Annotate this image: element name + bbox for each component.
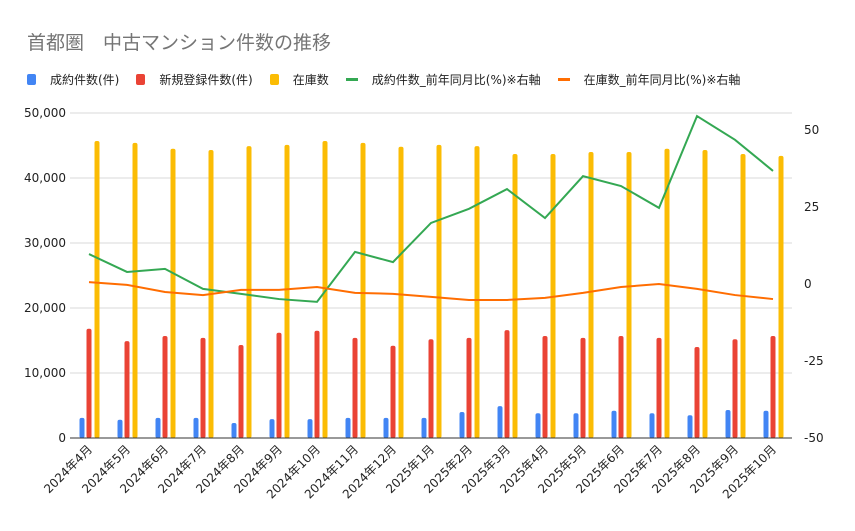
legend-item[interactable]: 成約件数(件) — [27, 71, 119, 88]
bar — [535, 413, 541, 438]
legend: 成約件数(件) 新規登録件数(件) 在庫数 成約件数_前年同月比(%)※右軸 在庫数_前… — [27, 71, 757, 88]
bar — [573, 413, 579, 438]
bar — [770, 335, 776, 438]
legend-item[interactable]: 在庫数_前年同月比(%)※右軸 — [557, 71, 741, 88]
left-axis-tick-label: 30,000 — [24, 236, 66, 250]
bar — [656, 337, 662, 438]
left-axis-tick-label: 10,000 — [24, 366, 66, 380]
legend-swatch — [27, 74, 36, 85]
bar — [390, 345, 396, 438]
bar — [588, 152, 594, 438]
bar — [132, 142, 138, 438]
bar — [497, 406, 503, 438]
bar — [200, 337, 206, 438]
legend-swatch — [345, 78, 358, 81]
bar — [687, 415, 693, 438]
legend-label: 成約件数_前年同月比(%)※右軸 — [371, 73, 541, 87]
bar — [702, 150, 708, 439]
bar — [322, 140, 328, 438]
bar — [276, 332, 282, 438]
bar — [314, 330, 320, 438]
bar — [94, 140, 100, 438]
bar — [664, 148, 670, 438]
bar — [459, 412, 465, 438]
bar — [231, 423, 237, 438]
legend-label: 在庫数_前年同月比(%)※右軸 — [583, 73, 741, 87]
right-axis-tick-label: 50 — [804, 123, 819, 137]
legend-swatch — [269, 74, 279, 85]
left-axis-tick-label: 0 — [58, 431, 66, 445]
bar — [79, 417, 85, 438]
bar — [360, 142, 366, 438]
series-line — [88, 114, 774, 303]
right-axis-tick-label: -50 — [804, 431, 824, 445]
legend-item[interactable]: 成約件数_前年同月比(%)※右軸 — [345, 71, 541, 88]
bar — [649, 413, 655, 438]
legend-swatch — [136, 74, 146, 85]
right-axis-tick-label: 25 — [804, 200, 819, 214]
bar — [193, 417, 199, 438]
bar — [86, 328, 92, 438]
bar — [512, 153, 518, 438]
bar — [611, 410, 617, 438]
bar — [694, 347, 700, 438]
right-axis-tick-label: 0 — [804, 277, 812, 291]
legend-label: 新規登録件数(件) — [159, 73, 253, 87]
bar — [474, 146, 480, 438]
left-axis-tick-label: 50,000 — [24, 106, 66, 120]
legend-label: 在庫数 — [292, 73, 329, 87]
chart-title: 首都圏 中古マンション件数の推移 — [27, 32, 332, 54]
bar — [352, 337, 358, 438]
bar — [162, 335, 168, 438]
bar — [725, 410, 731, 438]
series-line — [88, 281, 774, 301]
left-axis-tick-label: 20,000 — [24, 301, 66, 315]
bar — [626, 152, 632, 438]
legend-swatch — [557, 78, 570, 81]
bar — [732, 339, 738, 438]
bar — [284, 144, 290, 438]
bar — [269, 419, 275, 438]
bar — [345, 417, 351, 438]
bar — [124, 341, 130, 438]
bar — [428, 339, 434, 438]
bar — [504, 330, 510, 438]
bar — [155, 417, 161, 438]
bar — [763, 410, 769, 438]
bar — [238, 345, 244, 438]
bar — [580, 337, 586, 438]
bar — [421, 417, 427, 438]
bar — [246, 146, 252, 438]
left-axis-tick-label: 40,000 — [24, 171, 66, 185]
legend-item[interactable]: 在庫数 — [269, 71, 329, 88]
bar — [542, 335, 548, 438]
bar — [778, 155, 784, 438]
bar — [618, 335, 624, 438]
bar — [383, 417, 389, 438]
bar — [436, 144, 442, 438]
legend-label: 成約件数(件) — [50, 73, 120, 87]
legend-item[interactable]: 新規登録件数(件) — [136, 71, 253, 88]
bar — [307, 419, 313, 438]
right-axis-tick-label: -25 — [804, 354, 824, 368]
bar — [117, 419, 123, 438]
bar — [466, 337, 472, 438]
bar — [398, 146, 404, 439]
